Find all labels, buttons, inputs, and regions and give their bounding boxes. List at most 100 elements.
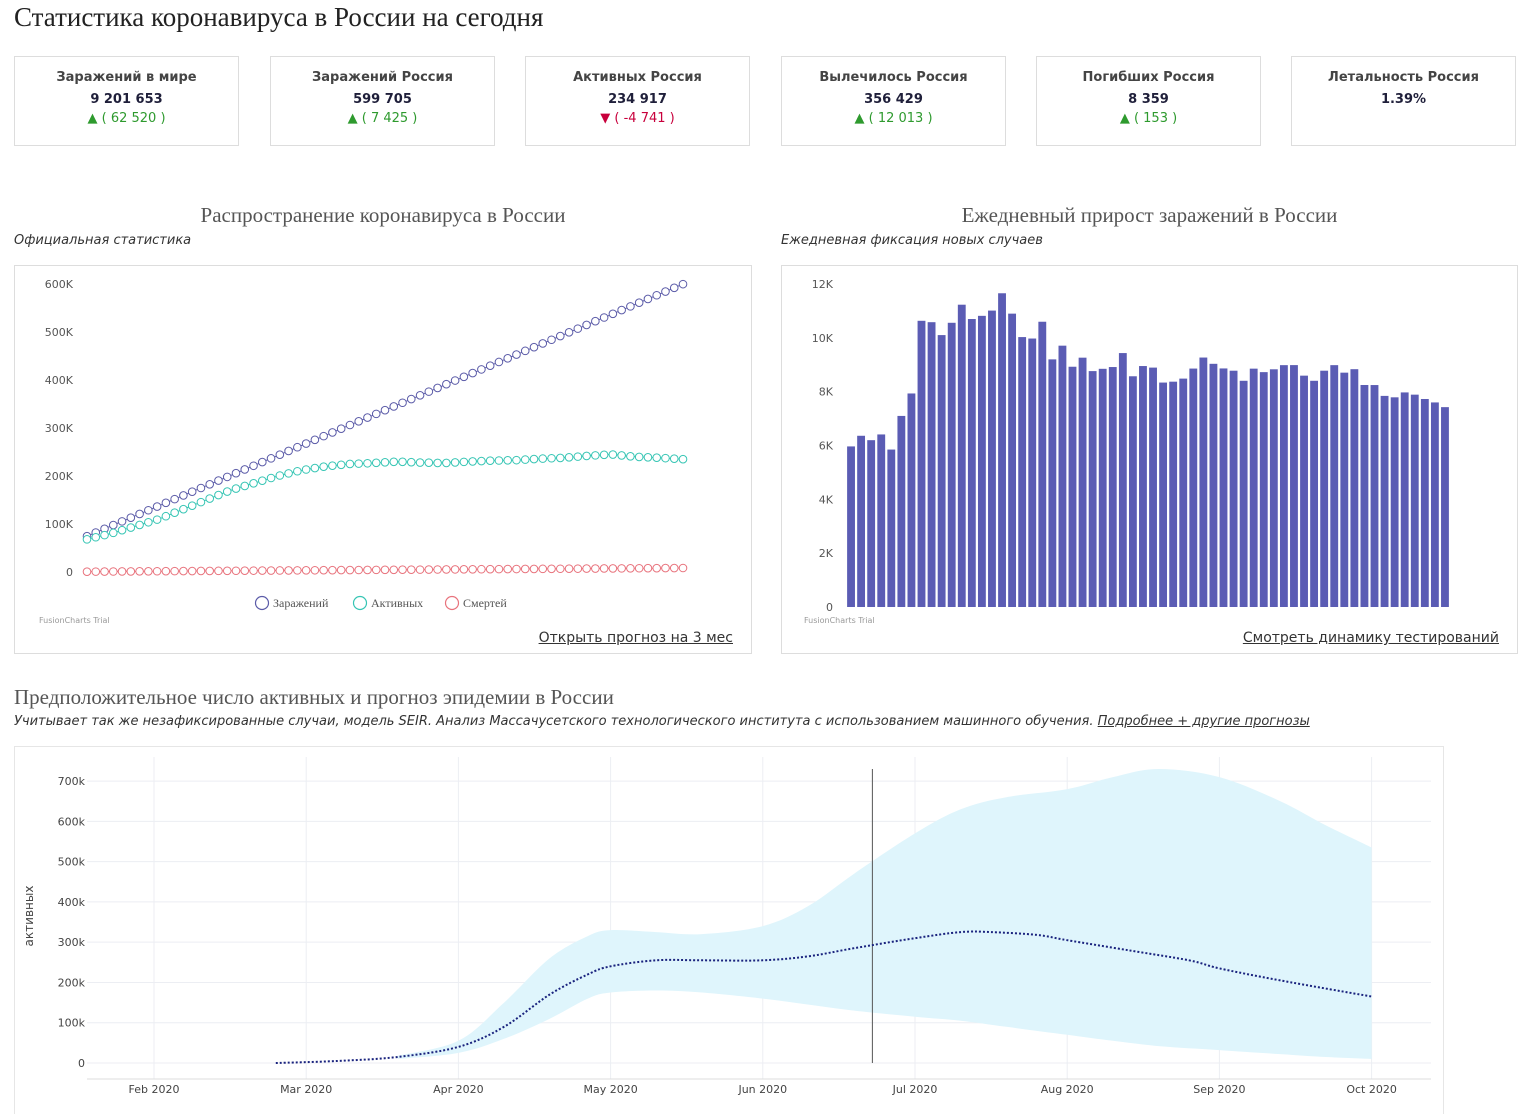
deaths-point <box>117 567 127 576</box>
active-point <box>450 458 460 467</box>
deaths-point <box>319 565 328 575</box>
active-point <box>485 456 495 466</box>
active-point <box>608 450 618 459</box>
y-tick-label: 10K <box>812 332 834 345</box>
active-point <box>336 460 346 470</box>
x-tick-label: Aug 2020 <box>1041 1083 1094 1096</box>
daily-bar <box>1018 337 1027 607</box>
daily-bar <box>1209 363 1218 607</box>
infected-point <box>512 350 521 359</box>
stat-cards: Заражений в мире 9 201 653 ▲ ( 62 520 ) … <box>14 56 1518 148</box>
active-point <box>91 532 101 542</box>
daily-bar <box>1239 380 1248 607</box>
infected-point <box>424 387 434 396</box>
y-tick-label: 8K <box>819 386 834 399</box>
y-tick-label: 400k <box>58 896 86 909</box>
y-tick-label: 2K <box>819 547 834 560</box>
deaths-point <box>442 565 451 574</box>
active-point <box>529 454 539 464</box>
daily-bar <box>947 322 956 607</box>
x-tick-label: Apr 2020 <box>433 1083 484 1096</box>
deaths-point <box>275 566 285 575</box>
spread-chart-subtitle: Официальная статистика <box>14 233 192 248</box>
daily-bar <box>887 449 896 607</box>
infected-point <box>643 294 653 304</box>
active-point <box>310 463 320 473</box>
daily-bar <box>1430 402 1439 607</box>
spread-chart-title: Распространение коронавируса в России <box>200 203 566 227</box>
active-point <box>389 457 399 467</box>
deaths-point <box>284 566 293 575</box>
active-point <box>257 476 267 485</box>
y-tick-label: 6K <box>819 440 834 453</box>
active-point <box>538 454 548 463</box>
daily-bar <box>967 319 976 607</box>
deaths-point <box>161 566 171 576</box>
active-point <box>266 473 276 483</box>
daily-bar <box>1340 372 1349 607</box>
active-point <box>520 455 530 464</box>
daily-bar <box>988 310 996 607</box>
daily-bar <box>1279 365 1288 607</box>
deaths-point <box>555 564 565 574</box>
daily-chart-subtitle: Ежедневная фиксация новых случаев <box>781 233 1043 248</box>
testing-dynamics-link[interactable]: Смотреть динамику тестирований <box>1242 630 1499 646</box>
infected-point <box>179 491 188 500</box>
daily-bar <box>1410 394 1419 607</box>
stat-card-delta: ▲ ( 7 425 ) <box>347 111 418 126</box>
active-point <box>319 462 328 471</box>
infected-point <box>345 420 355 430</box>
deaths-point <box>100 567 109 576</box>
deaths-point <box>187 566 197 576</box>
deaths-point <box>363 565 372 575</box>
stat-card-value: 1.39% <box>1380 92 1427 107</box>
forecast-3-months-link[interactable]: Открыть прогноз на 3 мес <box>538 630 733 646</box>
daily-bar <box>1441 407 1449 607</box>
deaths-point <box>249 566 258 575</box>
more-forecasts-link[interactable]: Подробнее + другие прогнозы <box>1097 714 1310 729</box>
infected-point <box>468 368 477 378</box>
active-point <box>652 453 662 462</box>
deaths-point <box>485 564 495 574</box>
infected-point <box>678 279 688 289</box>
daily-bar <box>1088 371 1097 607</box>
deaths-point <box>512 564 521 574</box>
x-tick-label: Jun 2020 <box>737 1083 787 1096</box>
stat-card-value: 9 201 653 <box>90 92 163 107</box>
y-tick-label: 0 <box>826 601 833 614</box>
active-point <box>82 535 92 544</box>
daily-bar <box>937 335 946 607</box>
deaths-point <box>293 566 302 575</box>
stat-card-value: 234 917 <box>608 92 667 107</box>
infected-point <box>617 305 626 315</box>
legend-marker <box>352 595 368 611</box>
daily-bar-chart: 0 2K 4K 6K 8K 10K 12K FusionCharts Trial <box>804 278 1449 625</box>
active-point <box>442 458 451 468</box>
daily-bar <box>1420 398 1429 607</box>
stat-card-title: Вылечилось Россия <box>819 70 968 85</box>
y-tick-label: 4K <box>819 493 834 506</box>
daily-bar <box>927 322 936 607</box>
legend-label: Заражений <box>273 596 329 610</box>
deaths-point <box>266 566 276 575</box>
daily-bar <box>1310 380 1319 607</box>
x-tick-label: Sep 2020 <box>1193 1083 1245 1096</box>
daily-bar <box>1008 313 1017 607</box>
deaths-point <box>415 565 425 574</box>
deaths-point <box>617 564 626 573</box>
deaths-point <box>582 564 591 573</box>
infected-point <box>196 483 206 493</box>
y-tick-label: 500k <box>58 856 86 869</box>
active-point <box>126 523 136 532</box>
deaths-point <box>170 566 179 576</box>
forecast-title: Предположительное число активных и прогн… <box>14 685 614 709</box>
daily-bar <box>867 440 876 607</box>
active-point <box>117 525 127 535</box>
active-point <box>231 484 241 493</box>
deaths-point <box>459 565 469 574</box>
x-tick-label: Feb 2020 <box>129 1083 180 1096</box>
forecast-median-line <box>275 930 1372 1064</box>
daily-bar <box>1068 366 1077 607</box>
daily-bar <box>1179 378 1188 607</box>
daily-bar <box>847 446 855 607</box>
